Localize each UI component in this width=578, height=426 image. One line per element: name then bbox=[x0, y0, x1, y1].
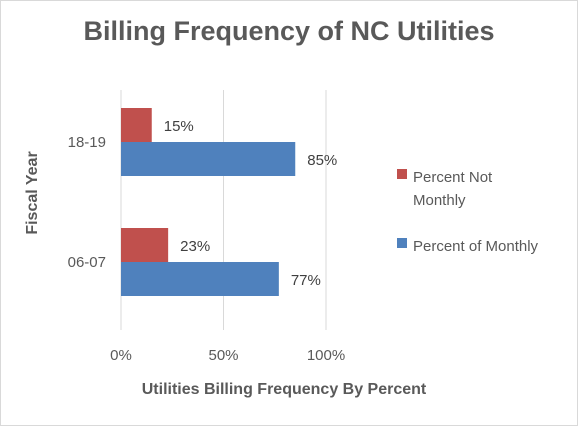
x-tick-label: 50% bbox=[208, 347, 238, 364]
y-category-label: 06-07 bbox=[68, 254, 106, 271]
bar-percent-not-monthly bbox=[121, 228, 169, 262]
legend-label: Percent of Monthly bbox=[413, 238, 539, 255]
x-axis-label: Utilities Billing Frequency By Percent bbox=[142, 381, 427, 398]
legend-label: Monthly bbox=[413, 192, 466, 209]
y-category-label: 18-19 bbox=[68, 134, 106, 151]
y-axis-label: Fiscal Year bbox=[24, 151, 41, 234]
data-label: 15% bbox=[164, 118, 194, 135]
legend-swatch bbox=[397, 169, 407, 179]
chart-title: Billing Frequency of NC Utilities bbox=[83, 16, 495, 46]
bar-percent-of-monthly bbox=[121, 142, 296, 176]
legend-swatch bbox=[397, 238, 407, 248]
data-label: 77% bbox=[291, 272, 321, 289]
x-tick-label: 100% bbox=[307, 347, 345, 364]
legend-label: Percent Not bbox=[413, 169, 493, 186]
bar-percent-of-monthly bbox=[121, 262, 279, 296]
bar-percent-not-monthly bbox=[121, 108, 152, 142]
x-tick-label: 0% bbox=[110, 347, 132, 364]
data-label: 85% bbox=[307, 152, 337, 169]
data-label: 23% bbox=[180, 238, 210, 255]
